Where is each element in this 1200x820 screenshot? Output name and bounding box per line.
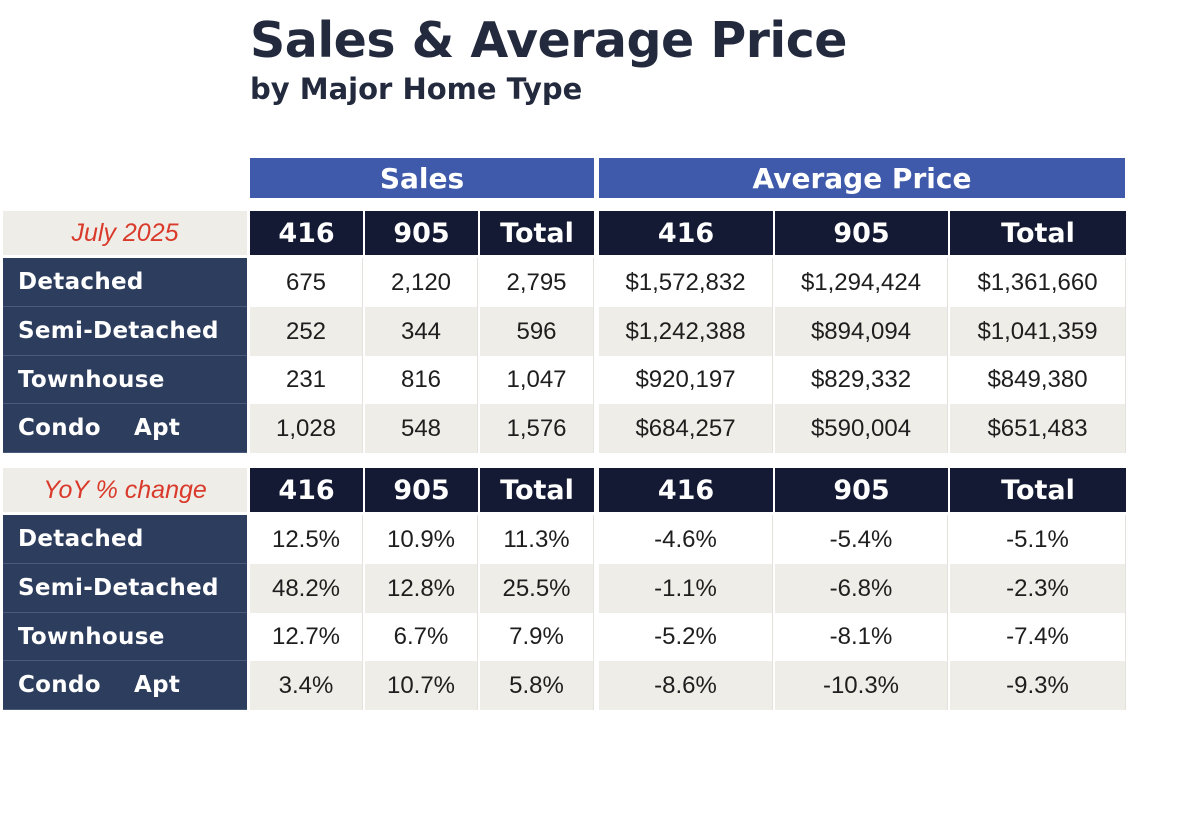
table-cell: $1,572,832 <box>599 258 773 307</box>
column-header-sales-total: Total <box>480 211 594 255</box>
table-cell: 12.8% <box>365 564 478 613</box>
table-cell: 231 <box>250 356 363 404</box>
chart-title: Sales & Average Price <box>250 12 848 69</box>
column-header-sales-905: 905 <box>365 468 478 512</box>
table-cell: 5.8% <box>480 661 594 710</box>
table-cell: 2,795 <box>480 258 594 307</box>
table-cell: 7.9% <box>480 613 594 661</box>
table-cell: -7.4% <box>950 613 1126 661</box>
table-cell: 48.2% <box>250 564 363 613</box>
table-cell: 3.4% <box>250 661 363 710</box>
table-cell: 10.7% <box>365 661 478 710</box>
row-label-condo-apt: Condo Apt <box>3 404 247 453</box>
row-label-semi-detached: Semi-Detached <box>3 564 247 613</box>
column-header-price-905: 905 <box>775 211 948 255</box>
table-cell: -1.1% <box>599 564 773 613</box>
table-cell: $1,242,388 <box>599 307 773 356</box>
table-cell: 1,576 <box>480 404 594 453</box>
table-cell: $651,483 <box>950 404 1126 453</box>
column-header-sales-416: 416 <box>250 211 363 255</box>
table-cell: 675 <box>250 258 363 307</box>
table-cell: $1,294,424 <box>775 258 948 307</box>
table-cell: $590,004 <box>775 404 948 453</box>
table-cell: $684,257 <box>599 404 773 453</box>
row-label-townhouse: Townhouse <box>3 356 247 404</box>
table-cell: 548 <box>365 404 478 453</box>
row-label-townhouse: Townhouse <box>3 613 247 661</box>
row-label-detached: Detached <box>3 258 247 307</box>
section-label-yoy-change: YoY % change <box>3 468 247 512</box>
table-cell: -10.3% <box>775 661 948 710</box>
table-cell: $829,332 <box>775 356 948 404</box>
column-header-price-total: Total <box>950 211 1126 255</box>
table-cell: -2.3% <box>950 564 1126 613</box>
section-label-july-2025: July 2025 <box>3 211 247 255</box>
row-label-condo-apt: Condo Apt <box>3 661 247 710</box>
column-header-price-905: 905 <box>775 468 948 512</box>
column-header-price-416: 416 <box>599 211 773 255</box>
table-cell: $1,041,359 <box>950 307 1126 356</box>
table-cell: -6.8% <box>775 564 948 613</box>
sales-group-header: Sales <box>250 158 594 198</box>
table-cell: 816 <box>365 356 478 404</box>
table-cell: -8.6% <box>599 661 773 710</box>
table-cell: 1,028 <box>250 404 363 453</box>
table-cell: 6.7% <box>365 613 478 661</box>
table-cell: -4.6% <box>599 515 773 564</box>
table-cell: $1,361,660 <box>950 258 1126 307</box>
table-cell: 10.9% <box>365 515 478 564</box>
chart-subtitle: by Major Home Type <box>250 72 583 106</box>
table-cell: -5.2% <box>599 613 773 661</box>
table-cell: 11.3% <box>480 515 594 564</box>
table-cell: 2,120 <box>365 258 478 307</box>
table-cell: -5.1% <box>950 515 1126 564</box>
table-cell: 12.5% <box>250 515 363 564</box>
table-cell: $894,094 <box>775 307 948 356</box>
column-header-price-416: 416 <box>599 468 773 512</box>
table-cell: 252 <box>250 307 363 356</box>
table-cell: -9.3% <box>950 661 1126 710</box>
table-cell: -8.1% <box>775 613 948 661</box>
table-cell: 344 <box>365 307 478 356</box>
column-header-price-total: Total <box>950 468 1126 512</box>
table-cell: 12.7% <box>250 613 363 661</box>
table-cell: 596 <box>480 307 594 356</box>
column-header-sales-905: 905 <box>365 211 478 255</box>
average-price-group-header: Average Price <box>599 158 1125 198</box>
column-header-sales-total: Total <box>480 468 594 512</box>
table-cell: $920,197 <box>599 356 773 404</box>
row-label-semi-detached: Semi-Detached <box>3 307 247 356</box>
table-cell: 25.5% <box>480 564 594 613</box>
row-label-detached: Detached <box>3 515 247 564</box>
table-cell: -5.4% <box>775 515 948 564</box>
table-cell: 1,047 <box>480 356 594 404</box>
column-header-sales-416: 416 <box>250 468 363 512</box>
table-cell: $849,380 <box>950 356 1126 404</box>
